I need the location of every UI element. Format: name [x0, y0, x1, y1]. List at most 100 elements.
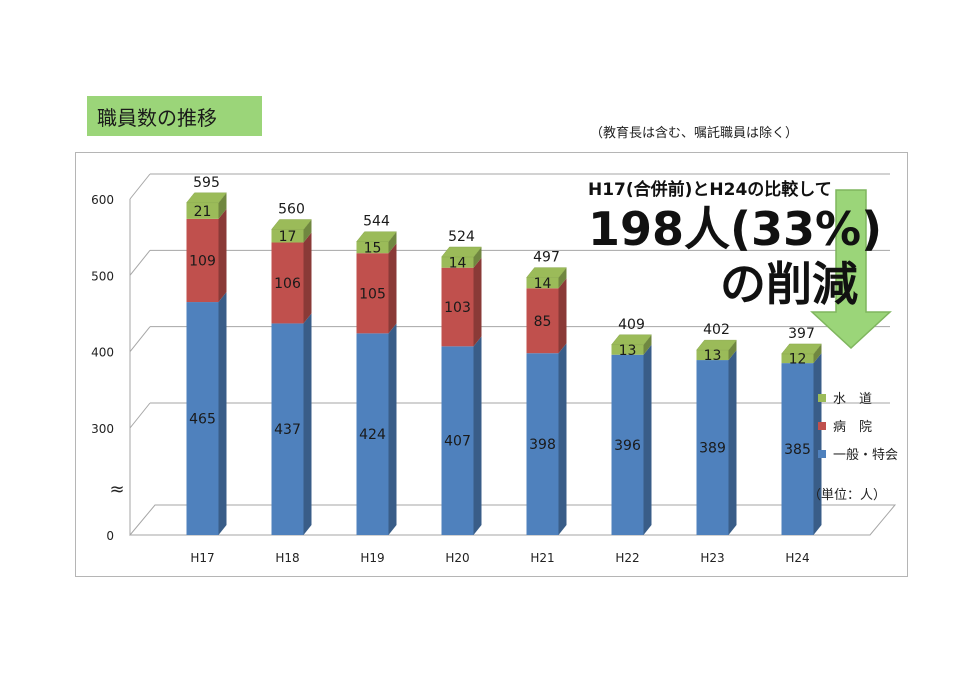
axis-break-symbol: ≈	[109, 479, 124, 500]
bar-total-label: 402	[703, 322, 730, 338]
bar-water-side	[643, 334, 652, 355]
bar-hospital-label: 105	[359, 286, 386, 302]
bar-general-side	[473, 336, 482, 535]
y-tick-label: 600	[91, 193, 114, 207]
bar-hospital-label: 109	[189, 253, 216, 269]
y-tick-label: 500	[91, 269, 114, 283]
bar-water	[526, 277, 559, 289]
bar-top-cap	[185, 192, 228, 204]
bar-general-side	[643, 344, 652, 535]
chart-title: 職員数の推移	[97, 105, 217, 130]
y-tick-label: 300	[91, 422, 114, 436]
bar-general-label: 465	[189, 412, 216, 428]
bar-water-side	[558, 267, 567, 289]
floor-layer	[128, 504, 897, 536]
bar-top-cap	[355, 231, 398, 242]
bar-top-cap	[610, 334, 653, 346]
bar-water	[781, 353, 814, 364]
bar-water-side	[303, 219, 312, 243]
bar-total-label: 595	[193, 175, 220, 191]
y-tick-label: 0	[106, 529, 114, 543]
bar-hospital-label: 106	[274, 276, 301, 292]
bar-top-cap	[270, 219, 313, 230]
bar-total-label: 409	[618, 317, 645, 333]
bar-water-side	[473, 247, 482, 268]
bar-top-cap	[440, 246, 483, 258]
bar-water-label: 13	[619, 343, 637, 359]
bar-general	[696, 360, 729, 535]
bar-top-cap	[695, 339, 738, 351]
bar-water	[611, 344, 644, 355]
bar-water-label: 13	[704, 348, 722, 364]
bar-general-side	[728, 350, 737, 535]
x-tick-label: H20	[445, 551, 469, 565]
annotation-line2: 198人(33%)	[588, 202, 882, 256]
bar-water-label: 14	[534, 276, 552, 292]
bar-general-label: 407	[444, 434, 471, 450]
bar-water-label: 15	[364, 240, 382, 256]
annotation-line3: の削減	[720, 257, 858, 311]
bar-general	[441, 346, 474, 535]
x-tick-label: H19	[360, 551, 384, 565]
x-tick-label: H17	[190, 551, 214, 565]
gridline-depth	[129, 326, 151, 352]
bar-water-side	[388, 231, 397, 254]
bar-hospital-label: 103	[444, 300, 471, 316]
bar-hospital	[356, 253, 389, 334]
x-tick-label: H24	[785, 551, 809, 565]
bar-general-side	[388, 323, 397, 535]
bar-general	[271, 323, 304, 535]
bar-top-cap	[780, 343, 823, 355]
bar-water-side	[813, 343, 822, 364]
bar-general-label: 424	[359, 427, 386, 443]
bar-general-label: 396	[614, 438, 641, 454]
legend-swatch	[818, 394, 826, 402]
bar-general	[611, 354, 644, 535]
bar-general	[186, 302, 219, 535]
legend-swatch	[818, 422, 826, 430]
unit-label: （単位：人）	[808, 487, 886, 503]
bar-water-label: 12	[789, 352, 807, 368]
bar-hospital	[186, 218, 219, 303]
bar-water	[356, 241, 389, 254]
bar-water-label: 21	[194, 204, 212, 220]
legend-label: 水 道	[833, 392, 872, 407]
bar-general-label: 389	[699, 441, 726, 457]
bar-water-label: 14	[449, 255, 467, 271]
bar-total-label: 397	[788, 326, 815, 342]
bar-general-side	[813, 353, 822, 535]
bar-hospital-side	[303, 232, 312, 324]
bar-hospital-side	[218, 208, 227, 303]
label-layer: 465 109 21 595 437 106 17 560 424 105 15 544 407 103 1…	[189, 175, 815, 458]
bar-hospital	[441, 267, 474, 347]
gridline-depth	[129, 402, 151, 429]
bar-top-cap	[525, 267, 568, 278]
gridline-depth	[129, 250, 151, 276]
bar-layer	[185, 192, 823, 535]
gridline-depth	[129, 173, 151, 200]
bar-general-label: 398	[529, 437, 556, 453]
bar-water-label: 17	[279, 229, 297, 245]
x-tick-label: H23	[700, 551, 724, 565]
bar-general	[526, 353, 559, 535]
bar-water	[696, 350, 729, 361]
chart-note: （教育長は含む、嘱託職員は除く）	[590, 126, 799, 141]
bar-hospital-side	[473, 257, 482, 347]
bar-total-label: 524	[448, 229, 475, 245]
chart-floor	[128, 504, 897, 536]
bar-total-label: 497	[533, 250, 560, 266]
legend-layer: 水 道病 院一般・特会 （単位：人）	[808, 392, 898, 503]
legend-label: 一般・特会	[833, 447, 898, 463]
bar-water-side	[218, 192, 227, 219]
chart-title-box: 職員数の推移	[87, 96, 262, 136]
bar-general-label: 437	[274, 422, 301, 438]
x-tick-label: H18	[275, 551, 299, 565]
bar-hospital-side	[558, 278, 567, 354]
legend-swatch	[818, 450, 826, 458]
x-tick-label: H22	[615, 551, 639, 565]
y-tick-label: 400	[91, 346, 114, 360]
bar-hospital-side	[388, 243, 397, 334]
bar-general	[781, 363, 814, 535]
